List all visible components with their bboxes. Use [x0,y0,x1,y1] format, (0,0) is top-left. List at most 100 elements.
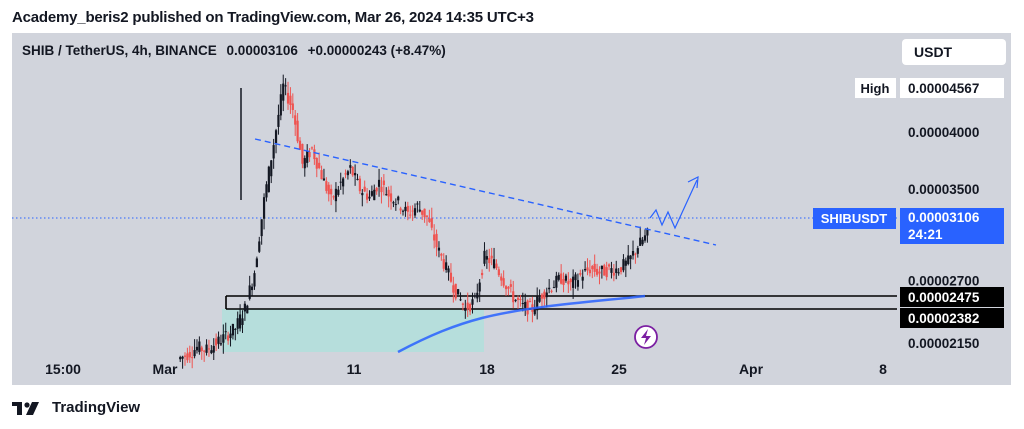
candle-body [504,286,508,290]
candle-body [643,235,647,241]
candle-body [224,331,227,333]
candle-body [385,194,388,196]
symbol-tag-label: SHIBUSDT [821,211,888,226]
y-tick-label: 0.00002150 [908,336,979,351]
candle-body [464,307,467,311]
candle-body [591,266,594,270]
candle-body [543,291,546,299]
candle-body [524,301,527,308]
candle-body [389,193,393,202]
candle-body [248,285,251,299]
candle-body [469,303,472,312]
candle-body [466,302,469,310]
candle-body [502,278,505,286]
candle-body [370,191,373,196]
footer-brand-text: TradingView [52,399,141,416]
candle-body [574,274,577,281]
candle-body [334,188,338,202]
x-tick-label: Apr [739,361,764,377]
candle-body [315,157,318,169]
candle-body [306,150,309,163]
candle-body [265,184,268,198]
candle-body [526,300,529,315]
candle-body [404,206,407,211]
x-tick-label: Mar [153,361,178,377]
candle-body [605,267,608,278]
level-upper-tag: 0.00002475 [900,287,1004,307]
descending-trendline [254,138,717,246]
currency-button[interactable]: USDT [902,39,1006,65]
candle-body [423,208,426,218]
candle-body [428,218,431,222]
x-tick-label: 25 [611,361,627,377]
candle-body [634,253,637,255]
tradingview-logo-icon [12,401,39,415]
candle-body [193,350,196,357]
support-zone [222,309,484,352]
candle-body [310,147,314,149]
candle-body [586,267,589,271]
candle-body [205,344,208,353]
candle-body [274,130,278,144]
candle-body [186,353,189,361]
candle-body [346,171,350,176]
candle-body [215,338,218,346]
candle-body [207,348,211,350]
candle-body [588,269,591,274]
candle-body [540,294,544,299]
symbol-info: SHIB / TetherUS, 4h, BINANCE 0.00003106 … [22,43,446,58]
candle-body [476,292,479,299]
candle-body [636,248,639,254]
candle-body [615,268,618,273]
candle-body [200,347,203,352]
candle-body [514,299,517,301]
candle-body [188,352,191,358]
candle-body [354,172,357,176]
candle-body [392,202,395,204]
candle-body [387,189,390,197]
footer-brand[interactable]: TradingView [12,399,140,416]
candle-body [617,272,620,274]
candle-body [492,259,496,268]
candle-body [322,178,326,181]
candle-body [473,295,476,297]
candle-body [598,271,601,274]
candle-body [246,305,249,314]
candle-body [195,346,199,351]
candle-body [646,228,649,236]
candle-body [191,357,194,359]
projection-arrowhead [687,175,699,189]
candle-body [416,203,419,205]
candle-body [377,179,381,187]
candle-body [480,272,484,276]
candle-body [394,204,397,206]
current-price-tag: SHIBUSDT 0.00003106 24:21 [813,208,1004,244]
candle-body [255,258,258,268]
candle-body [219,343,223,345]
candle-body [284,85,287,87]
event-flash-icon[interactable] [634,325,658,349]
candle-body [545,292,548,298]
candle-body [560,273,563,284]
candle-body [301,143,304,164]
candle-body [368,196,371,199]
level-lower-tag: 0.00002382 [900,308,1004,328]
x-tick-label: 15:00 [45,361,81,377]
candle-body [210,350,213,354]
candle-body [509,284,512,287]
candle-body [447,268,450,273]
candle-body [564,275,568,281]
candle-body [262,197,266,219]
candle-body [198,341,201,353]
candle-body [313,149,316,160]
candle-body [183,355,187,357]
candle-body [337,189,340,195]
candle-body [260,219,263,237]
candle-body [421,210,424,215]
level-lower-value: 0.00002382 [908,311,979,326]
candle-body [641,239,644,245]
candle-body [272,145,275,159]
level-upper-value: 0.00002475 [908,290,980,305]
candle-body [610,268,613,273]
